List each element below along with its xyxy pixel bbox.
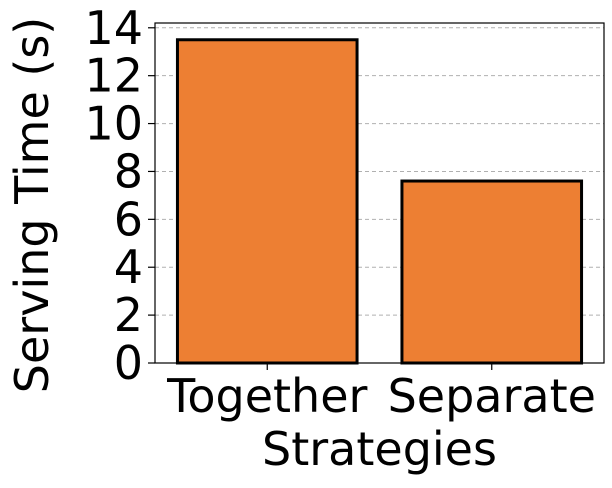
y-axis-label: Serving Time (s) [5, 17, 59, 393]
y-tick-label: 10 [84, 97, 143, 151]
y-tick-label: 6 [114, 192, 143, 246]
bar-together [175, 38, 359, 365]
x-axis-label: Strategies [262, 422, 497, 476]
y-tick-label: 4 [114, 240, 143, 294]
x-tick-label-together: Together [166, 369, 367, 423]
y-tick-label: 0 [114, 336, 143, 390]
bar-separate [400, 179, 584, 365]
x-tick-label-separate: Separate [388, 369, 596, 423]
bars-layer [175, 38, 584, 365]
y-tick-label: 2 [114, 288, 143, 342]
y-tick-label: 8 [114, 144, 143, 198]
y-tick-label: 14 [84, 1, 143, 55]
plot-frame [154, 22, 605, 364]
y-tick-label: 12 [84, 49, 143, 103]
x-ticks: Together Separate [166, 363, 596, 423]
